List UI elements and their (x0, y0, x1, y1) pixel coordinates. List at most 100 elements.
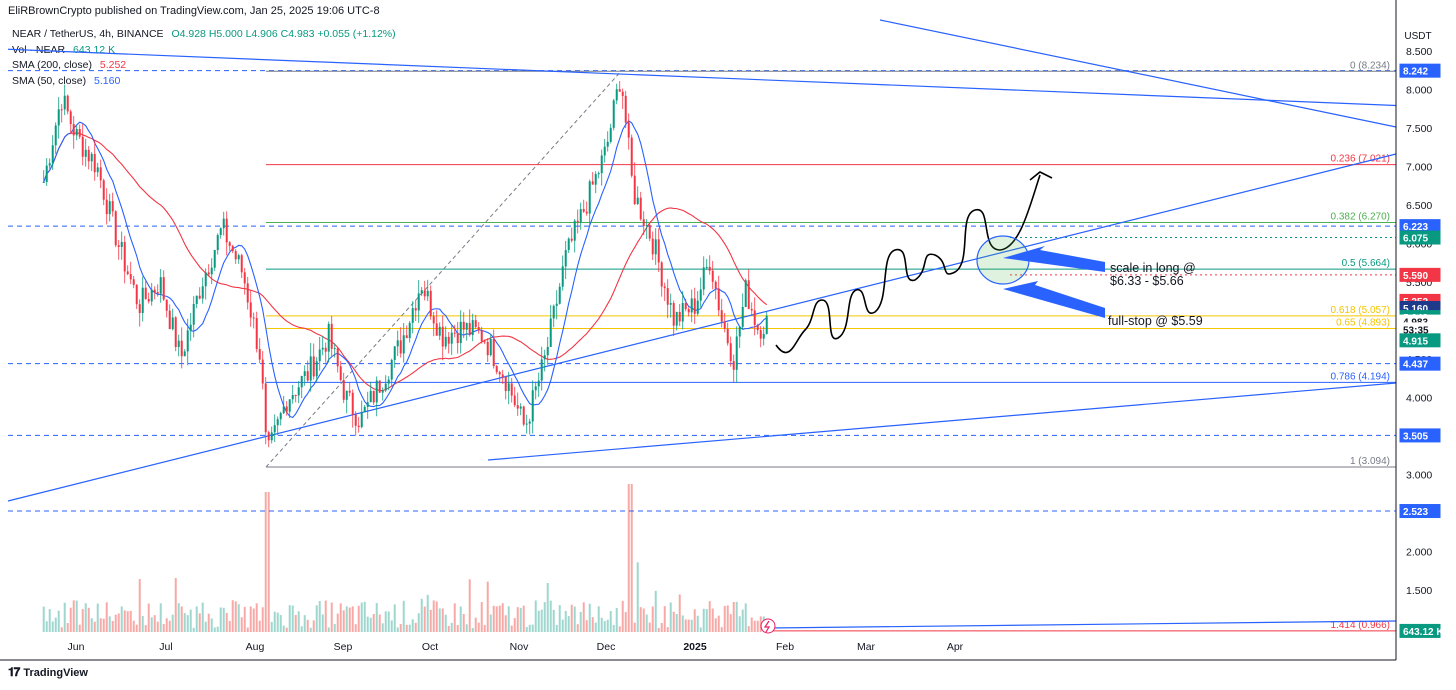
volume-bar (273, 611, 276, 632)
x-tick-label: Oct (422, 641, 438, 653)
candle-body (621, 91, 624, 96)
candle-body (345, 390, 348, 400)
candle-body (351, 392, 354, 415)
volume-bar (582, 602, 585, 632)
candle-body (462, 321, 465, 330)
candle-body (501, 374, 504, 377)
volume-bar (327, 627, 330, 632)
volume-bar (318, 601, 321, 632)
price-badge-text: 5.590 (1403, 271, 1428, 282)
candle-body (297, 387, 300, 396)
volume-bar (732, 601, 735, 632)
candle-body (102, 180, 105, 200)
candle-body (93, 153, 96, 173)
candle-body (420, 290, 423, 294)
volume-bar (213, 627, 216, 632)
volume-bar (279, 614, 282, 632)
candle-body (504, 376, 507, 391)
volume-bar (648, 622, 651, 632)
volume-bar (411, 619, 414, 632)
price-badge-text: 6.223 (1403, 222, 1428, 233)
legend-ohlc: O4.928 H5.000 L4.906 C4.983 +0.055 (+1.1… (171, 28, 396, 40)
price-badge-text: 6.075 (1403, 234, 1428, 245)
legend-sma200-row[interactable]: SMA (200, close) 5.252 (12, 58, 396, 74)
trend-lines[interactable] (7, 19, 1397, 629)
candle-body (627, 122, 630, 138)
volume-bar (384, 611, 387, 632)
price-badges: 8.2426.2236.0755.5905.2525.1605.0424.983… (1399, 63, 1444, 638)
volume-bar (618, 626, 621, 632)
volume-bar (591, 617, 594, 632)
candle-body (564, 250, 567, 267)
candle-body (711, 270, 714, 282)
fib-label: 0.382 (6.270) (1331, 212, 1391, 223)
legend-symbol[interactable]: NEAR / TetherUS, 4h, BINANCE (12, 28, 164, 40)
tv-logo-icon: 𝟏𝟕 (8, 665, 20, 679)
candle-body (324, 347, 327, 352)
candle-body (396, 340, 399, 347)
volume-bar (402, 600, 405, 632)
price-badge-text: 53:35 (1403, 325, 1429, 336)
chart-legend: NEAR / TetherUS, 4h, BINANCE O4.928 H5.0… (12, 27, 396, 89)
alert-bolt-glyph (763, 620, 771, 633)
volume-bar (405, 624, 408, 632)
candle-body (219, 228, 222, 236)
volume-bar (525, 626, 528, 632)
volume-bar (78, 624, 81, 632)
candle-body (162, 277, 165, 300)
y-tick-label: 1.500 (1406, 585, 1432, 597)
volume-bar (435, 601, 438, 632)
candle-body (585, 211, 588, 214)
projection-arrowhead (1029, 171, 1053, 181)
candle-body (465, 323, 468, 330)
volume-bar (750, 617, 753, 632)
volume-bar (711, 608, 714, 632)
volume-bar (126, 611, 129, 632)
volume-bar (177, 603, 180, 632)
fib-retracement[interactable]: 0 (8.234) 0.236 (7.021) 0.382 (6.270) 0.5 (… (265, 60, 1396, 632)
legend-sma50-row[interactable]: SMA (50, close) 5.160 (12, 74, 396, 90)
volume-bar (672, 611, 675, 632)
candle-body (546, 346, 549, 356)
price-badge (1399, 504, 1441, 519)
volume-bar (483, 625, 486, 632)
volume-bar (705, 609, 708, 632)
candle-body (669, 303, 672, 305)
volume-bar (585, 620, 588, 632)
volume-bar (444, 614, 447, 632)
projection-drawing[interactable] (760, 171, 1105, 634)
volume-bar (687, 619, 690, 632)
fib-anchor-line (265, 70, 622, 468)
tradingview-footer[interactable]: 𝟏𝟕 TradingView (8, 665, 88, 680)
candle-body (552, 305, 555, 319)
volume-bar (111, 621, 114, 632)
candle-body (186, 330, 189, 352)
volume-bar (186, 615, 189, 632)
candle-body (111, 201, 114, 212)
volume-bar (162, 624, 165, 632)
volume-bar (555, 624, 558, 632)
candle-body (735, 336, 738, 370)
x-tick-label: Jul (159, 641, 172, 653)
candle-body (369, 390, 372, 403)
price-badge (1399, 356, 1441, 371)
candle-body (690, 298, 693, 313)
trend-line (7, 48, 1397, 107)
y-tick-label: 2.000 (1406, 546, 1432, 558)
volume-bar (171, 614, 174, 632)
annotations: scale in long @$6.33 - $5.66 full-stop @ … (1108, 261, 1203, 328)
x-tick-label: Sep (334, 641, 353, 653)
volume-bar (693, 609, 696, 632)
volume-bar (303, 615, 306, 632)
volume-bar (282, 625, 285, 632)
candle-body (582, 209, 585, 212)
candle-body (708, 266, 711, 271)
candle-body (246, 283, 249, 303)
volume-bar (537, 610, 540, 632)
volume-bar (285, 627, 288, 632)
price-badge (1399, 267, 1441, 282)
candle-body (597, 173, 600, 175)
candle-body (387, 379, 390, 384)
